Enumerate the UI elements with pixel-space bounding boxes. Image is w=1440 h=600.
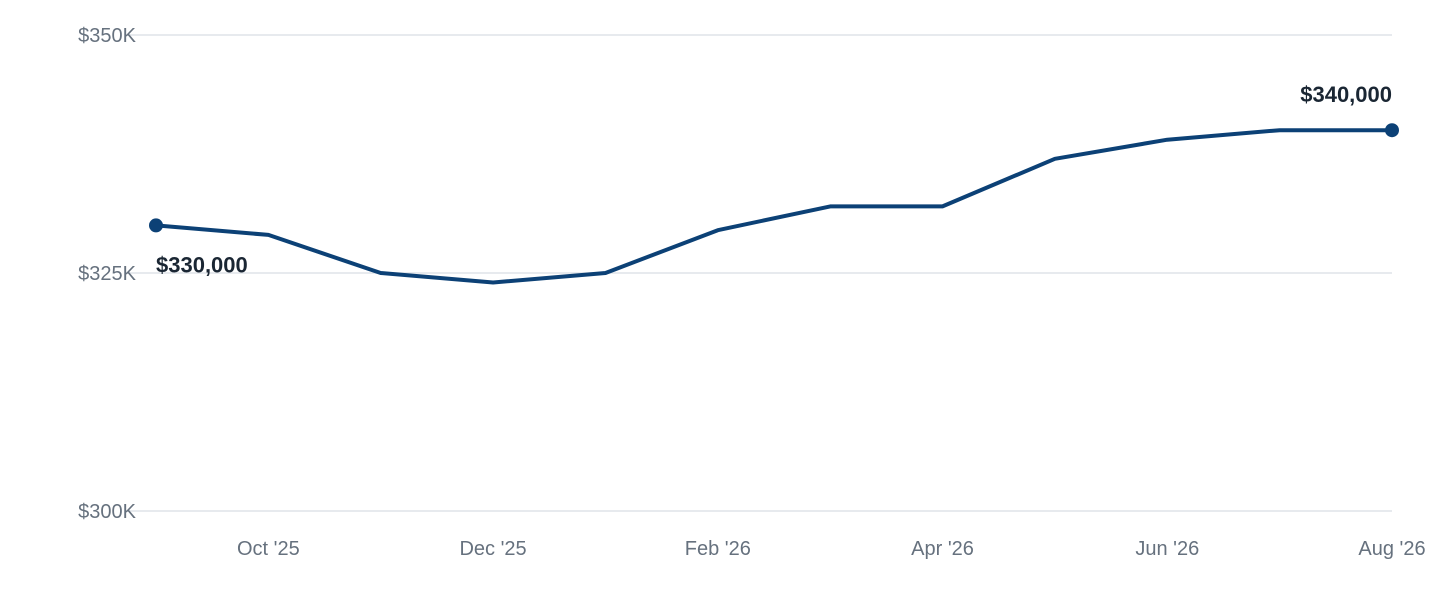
y-tick-label: $325K [78,263,136,285]
endpoint-marker [149,218,163,233]
x-tick-label: Dec '25 [459,538,526,560]
x-tick-label: Apr '26 [911,538,974,560]
endpoint-marker [1385,123,1399,138]
y-axis: $350K $325K $300K [78,25,136,523]
x-axis: Oct '25 Dec '25 Feb '26 Apr '26 Jun '26 Aug '… [237,538,1426,560]
series-line [154,128,1394,285]
series [154,128,1394,285]
data-labels: $330,000 $340,000 [149,82,1399,277]
data-label: $340,000 [1300,82,1392,107]
gridlines [126,34,1392,512]
x-tick-label: Jun '26 [1135,538,1199,560]
y-tick-label: $300K [78,501,136,523]
x-tick-label: Feb '26 [685,538,751,560]
y-tick-label: $350K [78,25,136,47]
x-tick-label: Oct '25 [237,538,300,560]
x-tick-label: Aug '26 [1358,538,1425,560]
data-label: $330,000 [156,252,248,277]
